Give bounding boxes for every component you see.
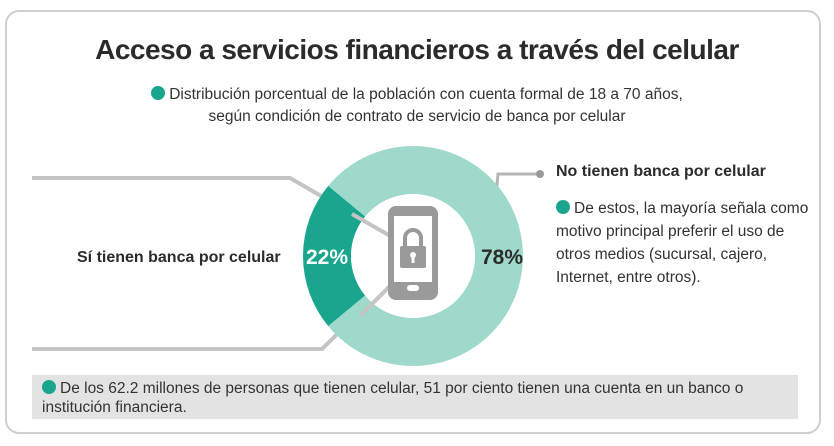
page-title: Acceso a servicios financieros a través …: [95, 34, 739, 65]
bullet-icon: [42, 380, 56, 394]
connector-inner-top: [351, 212, 393, 239]
pie-slice-no: [328, 145, 523, 366]
connector-inner-bottom: [358, 282, 394, 318]
pie-slice-si: [302, 185, 366, 327]
connector-dot-right: [536, 170, 544, 178]
data-label-si: 22%: [306, 246, 348, 269]
bullet-icon: [556, 200, 570, 214]
locked-phone-icon: [388, 206, 438, 300]
footer-note: De los 62.2 millones de personas que tie…: [32, 375, 798, 419]
note-text: De estos, la mayoría señala como motivo …: [556, 200, 809, 286]
subtitle-line-1: Distribución porcentual de la población …: [169, 86, 683, 103]
footer-text: De los 62.2 millones de personas que tie…: [42, 380, 744, 416]
bullet-icon: [151, 86, 166, 100]
label-si-tienen: Sí tienen banca por celular: [77, 249, 281, 266]
chart-subtitle: Distribución porcentual de la población …: [0, 84, 834, 128]
subtitle-line-2: según condición de contrato de servicio …: [208, 108, 626, 125]
data-label-no: 78%: [481, 246, 523, 269]
note-no-tienen: De estos, la mayoría señala como motivo …: [556, 197, 816, 289]
label-no-tienen: No tienen banca por celular: [556, 163, 766, 180]
